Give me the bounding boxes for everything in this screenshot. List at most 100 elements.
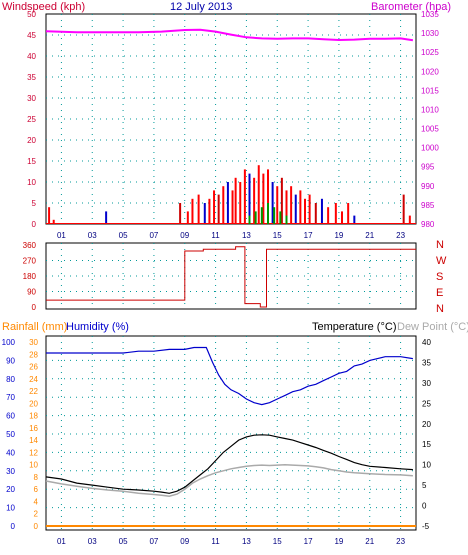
rainfall-tick: 12 bbox=[29, 448, 38, 457]
direction-line bbox=[46, 246, 416, 308]
barometer-tick: 1030 bbox=[421, 29, 439, 38]
temperature-tick: 35 bbox=[422, 358, 431, 367]
hour-tick: 01 bbox=[57, 537, 66, 546]
humidity-axis: 0 10 20 30 40 50 60 70 80 90 100 bbox=[2, 338, 16, 531]
rainfall-tick: 6 bbox=[34, 485, 39, 494]
direction-tick: 90 bbox=[27, 288, 36, 297]
barometer-tick: 980 bbox=[421, 220, 435, 229]
rainfall-tick: 30 bbox=[29, 338, 38, 347]
windspeed-tick: 5 bbox=[32, 199, 37, 208]
humidity-tick: 90 bbox=[6, 356, 15, 365]
temperature-tick: 25 bbox=[422, 399, 431, 408]
direction-tick: 360 bbox=[23, 241, 37, 250]
barometer-axis: 980 985 990 995 1000 1005 1010 1015 1020 1025 1030… bbox=[421, 10, 439, 229]
rainfall-title: Rainfall (mm) bbox=[2, 321, 67, 333]
direction-panel bbox=[45, 242, 417, 310]
humidity-x-ticks: 01 03 05 07 09 11 13 15 17 19 21 23 bbox=[57, 537, 406, 546]
rainfall-tick: 4 bbox=[34, 497, 39, 506]
direction-tick: 180 bbox=[23, 272, 37, 281]
hour-tick: 01 bbox=[57, 231, 66, 240]
dewpoint-line bbox=[45, 463, 413, 497]
hour-tick: 07 bbox=[149, 231, 158, 240]
rainfall-tick: 14 bbox=[29, 436, 38, 445]
humidity-tick: 70 bbox=[6, 393, 15, 402]
direction-axis: 0 90 180 270 360 bbox=[23, 241, 37, 312]
windspeed-axis: 0 5 10 15 20 25 30 35 40 45 50 bbox=[27, 10, 36, 229]
windspeed-tick: 0 bbox=[32, 220, 37, 229]
temperature-line bbox=[45, 434, 413, 494]
rainfall-tick: 26 bbox=[29, 363, 38, 372]
barometer-tick: 1010 bbox=[421, 105, 439, 114]
temperature-tick: 10 bbox=[422, 461, 431, 470]
date-title: 12 July 2013 bbox=[170, 1, 232, 13]
rainfall-tick: 2 bbox=[34, 510, 39, 519]
humidity-tick: 30 bbox=[6, 467, 15, 476]
windspeed-tick: 10 bbox=[27, 178, 36, 187]
rainfall-tick: 22 bbox=[29, 387, 38, 396]
direction-tick: 0 bbox=[32, 303, 37, 312]
wind-baro-panel bbox=[45, 13, 417, 225]
humidity-title: Humidity (%) bbox=[66, 321, 129, 333]
rainfall-tick: 18 bbox=[29, 412, 38, 421]
barometer-line bbox=[45, 28, 414, 42]
barometer-tick: 1000 bbox=[421, 144, 439, 153]
hour-tick: 19 bbox=[334, 231, 343, 240]
hour-tick: 21 bbox=[365, 537, 374, 546]
rainfall-tick: 28 bbox=[29, 350, 38, 359]
barometer-title: Barometer (hpa) bbox=[371, 1, 451, 13]
barometer-tick: 1035 bbox=[421, 10, 439, 19]
hour-tick: 21 bbox=[365, 231, 374, 240]
compass-letter: W bbox=[436, 255, 447, 267]
temperature-tick: 5 bbox=[422, 481, 427, 490]
hour-tick: 09 bbox=[180, 537, 189, 546]
barometer-tick: 1025 bbox=[421, 48, 439, 57]
humidity-tick: 0 bbox=[11, 522, 16, 531]
compass-letter: E bbox=[436, 287, 443, 299]
rainfall-tick: 20 bbox=[29, 399, 38, 408]
barometer-tick: 1005 bbox=[421, 125, 439, 134]
windspeed-tick: 15 bbox=[27, 157, 36, 166]
hour-tick: 15 bbox=[273, 231, 282, 240]
rainfall-tick: 24 bbox=[29, 375, 38, 384]
barometer-tick: 995 bbox=[421, 163, 435, 172]
barometer-tick: 985 bbox=[421, 201, 435, 210]
barometer-tick: 1015 bbox=[421, 86, 439, 95]
temperature-tick: 0 bbox=[422, 502, 427, 511]
rainfall-tick: 0 bbox=[34, 522, 39, 531]
humidity-tick: 100 bbox=[2, 338, 16, 347]
wind-x-ticks: 01 03 05 07 09 11 13 15 17 19 21 23 bbox=[57, 231, 406, 240]
windspeed-tick: 20 bbox=[27, 136, 36, 145]
temperature-tick: 30 bbox=[422, 379, 431, 388]
humidity-tick: 80 bbox=[6, 375, 15, 384]
temperature-tick: 15 bbox=[422, 440, 431, 449]
temperature-axis: -5 0 5 10 15 20 25 30 35 40 bbox=[422, 338, 431, 531]
humidity-tick: 20 bbox=[6, 485, 15, 494]
windspeed-tick: 30 bbox=[27, 94, 36, 103]
windspeed-tick: 25 bbox=[27, 115, 36, 124]
humidity-temp-panel bbox=[45, 335, 417, 531]
windspeed-tick: 45 bbox=[27, 31, 36, 40]
temperature-tick: -5 bbox=[422, 522, 430, 531]
hour-tick: 13 bbox=[242, 231, 251, 240]
hour-tick: 15 bbox=[273, 537, 282, 546]
hour-tick: 13 bbox=[242, 537, 251, 546]
compass-letter: S bbox=[436, 271, 443, 283]
rainfall-tick: 16 bbox=[29, 424, 38, 433]
windspeed-tick: 40 bbox=[27, 52, 36, 61]
humidity-temp-grid bbox=[46, 336, 416, 530]
hour-tick: 05 bbox=[119, 537, 128, 546]
temperature-tick: 40 bbox=[422, 338, 431, 347]
hour-tick: 03 bbox=[88, 231, 97, 240]
rainfall-tick: 10 bbox=[29, 461, 38, 470]
direction-tick: 270 bbox=[23, 257, 37, 266]
hour-tick: 17 bbox=[304, 231, 313, 240]
humidity-tick: 10 bbox=[6, 504, 15, 513]
hour-tick: 11 bbox=[211, 537, 220, 546]
temperature-title: Temperature (°C) bbox=[312, 321, 396, 333]
humidity-tick: 40 bbox=[6, 448, 15, 457]
windspeed-series bbox=[46, 165, 416, 224]
dewpoint-title: Dew Point (°C) bbox=[397, 321, 468, 333]
